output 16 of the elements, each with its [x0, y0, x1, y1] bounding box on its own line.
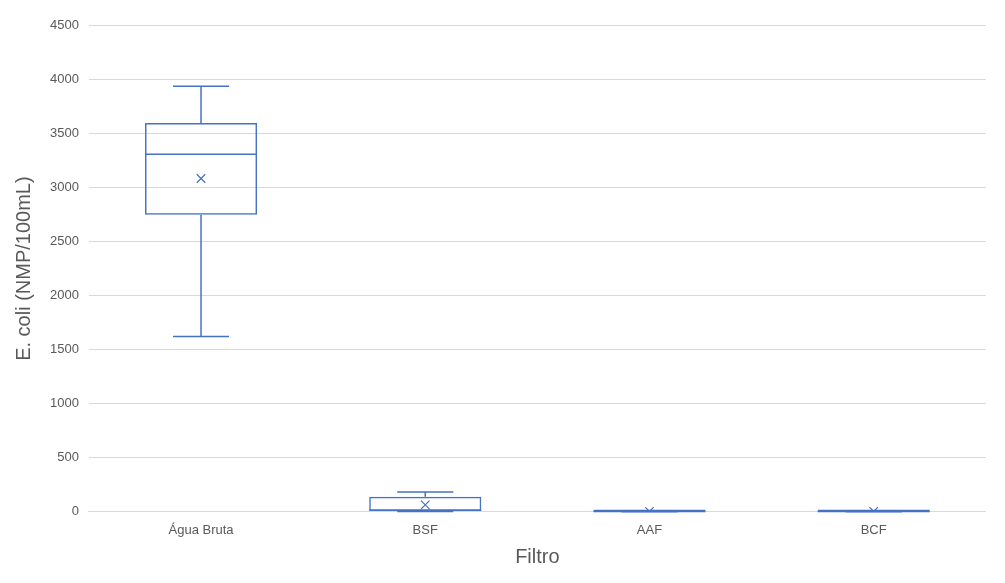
y-tick-label: 4000 [50, 71, 79, 87]
x-tick-label: Água Bruta [168, 521, 235, 537]
y-tick-label: 1500 [50, 341, 79, 357]
y-tick-label: 3000 [50, 179, 79, 195]
y-tick-label: 1000 [50, 395, 79, 411]
x-axis-title: Filtro [515, 544, 560, 567]
x-tick-label: BSF [412, 521, 438, 537]
y-axis-title: E. coli (NMP/100mL) [11, 176, 34, 361]
y-tick-label: 2500 [50, 233, 79, 249]
x-tick-label: AAF [636, 521, 663, 537]
y-tick-label: 0 [71, 502, 79, 518]
y-tick-label: 4500 [50, 17, 79, 33]
y-tick-label: 3500 [50, 125, 79, 141]
x-tick-label: BCF [860, 521, 887, 537]
y-tick-label: 2000 [50, 287, 79, 303]
y-tick-label: 500 [57, 449, 79, 465]
